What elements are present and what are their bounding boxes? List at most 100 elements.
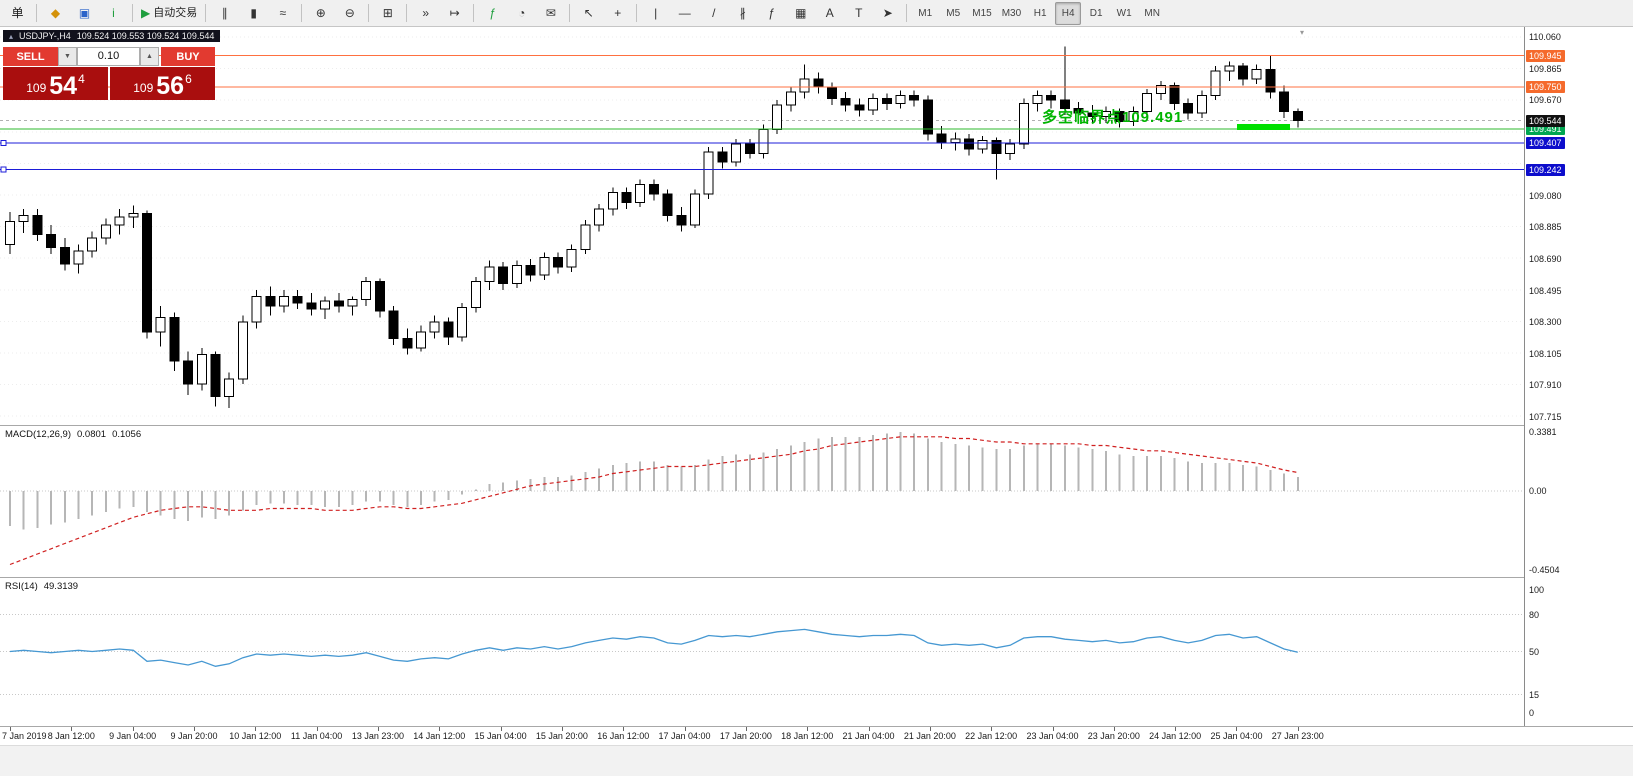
rsi-name: RSI(14) (5, 581, 38, 592)
horizontal-line-button[interactable]: — (671, 2, 698, 25)
channel-icon: ∦ (739, 6, 746, 20)
bid-price-display[interactable]: 109 54 4 (3, 67, 108, 100)
toolbar-separator (132, 4, 133, 22)
shapes-button[interactable]: ▦ (787, 2, 814, 25)
timeframe-mn-button[interactable]: MN (1144, 7, 1160, 19)
alerts-button[interactable]: ✉ (537, 2, 564, 25)
market-watch-button[interactable]: ▣ (71, 2, 98, 25)
timeframe-m5-button[interactable]: M5 (946, 7, 961, 19)
timeframe-h4-button[interactable]: H4 (1055, 1, 1082, 25)
main-toolbar: 单 ◆ ▣ i ▶ 自动交易 ∥ ▮ ≈ ⊕ ⊖ ⊞ » ↦ ƒ ◔ ✉ ↖ + | — / ∦ ƒ ▦ A T ➤ M1 M5 M15 M3… (0, 0, 1633, 27)
cursor-icon: ↖ (583, 6, 594, 20)
vertical-line-icon: | (654, 6, 658, 20)
macd-value-main: 0.0801 (77, 429, 107, 440)
time-axis-label: 7 Jan 2019 (2, 731, 47, 741)
time-axis-tick (10, 727, 11, 731)
tile-windows-button[interactable]: ⊞ (374, 2, 401, 25)
label-button[interactable]: T (845, 2, 872, 25)
toolbar-separator (569, 4, 571, 22)
line-chart-button[interactable]: ≈ (269, 2, 296, 25)
time-axis-label: 15 Jan 20:00 (535, 731, 588, 741)
price-axis-badge: 109.750 (1526, 81, 1565, 94)
volume-input[interactable]: 0.10 (77, 47, 140, 66)
time-axis-tick (746, 727, 747, 731)
time-axis-label: 17 Jan 04:00 (658, 731, 711, 741)
tile-windows-icon: ⊞ (382, 6, 393, 20)
zoom-out-button[interactable]: ⊖ (336, 2, 363, 25)
timeframe-w1-button[interactable]: W1 (1116, 7, 1132, 19)
timeframe-m1-button[interactable]: M1 (918, 7, 933, 19)
macd-value-signal: 0.1056 (112, 429, 142, 440)
axis-label: 15 (1529, 689, 1540, 700)
time-axis[interactable]: 7 Jan 2019 8 Jan 12:00 9 Jan 04:00 9 Jan 20… (0, 727, 1633, 745)
chart-shift-button[interactable]: ↦ (441, 2, 468, 25)
timeframe-d1-button[interactable]: D1 (1089, 7, 1103, 19)
axis-label: 108.300 (1529, 317, 1562, 328)
volume-up-button[interactable]: ▲ (140, 47, 159, 66)
timeframe-h1-button[interactable]: H1 (1033, 7, 1047, 19)
volume-down-button[interactable]: ▼ (58, 47, 77, 66)
axis-label: 107.715 (1529, 412, 1562, 422)
label-icon: T (855, 6, 863, 20)
sell-button[interactable]: SELL (3, 47, 58, 66)
pane-separator[interactable] (0, 425, 1633, 426)
rsi-pane[interactable] (0, 578, 1524, 726)
axis-label: 0.3381 (1529, 426, 1557, 437)
timeframe-m30-button[interactable]: M30 (1001, 7, 1022, 19)
ask-sup-digit: 6 (185, 72, 192, 86)
channel-button[interactable]: ∦ (729, 2, 756, 25)
axis-label: 0 (1529, 708, 1535, 718)
periods-button[interactable]: ◔ (508, 2, 535, 25)
time-axis-tick (991, 727, 992, 731)
time-axis-label: 21 Jan 20:00 (903, 731, 956, 741)
macd-pane[interactable] (0, 426, 1524, 577)
auto-scroll-button[interactable]: » (412, 2, 439, 25)
time-axis-label: 9 Jan 20:00 (170, 731, 218, 741)
zoom-in-button[interactable]: ⊕ (307, 2, 334, 25)
vertical-line-button[interactable]: | (642, 2, 669, 25)
text-button[interactable]: A (816, 2, 843, 25)
data-window-icon: i (112, 6, 115, 20)
indicators-button[interactable]: ƒ (479, 2, 506, 25)
time-axis-tick (317, 727, 318, 731)
bid-prefix: 109 (26, 81, 47, 96)
time-axis-tick (562, 727, 563, 731)
pane-separator[interactable] (0, 577, 1633, 578)
data-window-button[interactable]: i (100, 2, 127, 25)
bid-big-digits: 54 (49, 71, 78, 100)
trendline-button[interactable]: / (700, 2, 727, 25)
bar-chart-button[interactable]: ∥ (211, 2, 238, 25)
toolbar-separator (406, 4, 408, 22)
trendline-icon: / (712, 6, 716, 20)
candlestick-chart-button[interactable]: ▮ (240, 2, 267, 25)
crosshair-button[interactable]: + (604, 2, 631, 25)
chart-shift-marker-icon[interactable]: ▾ (1300, 28, 1305, 37)
time-axis-label: 10 Jan 12:00 (229, 731, 282, 741)
timeframe-m15-button[interactable]: M15 (972, 7, 992, 19)
arrows-icon: ➤ (882, 6, 893, 20)
price-chart-pane[interactable] (0, 27, 1524, 425)
axis-label: 107.910 (1529, 380, 1562, 391)
axis-label: 108.690 (1529, 254, 1562, 264)
market-watch-icon: ▣ (78, 6, 91, 20)
time-axis-tick (807, 727, 808, 731)
bid-sup-digit: 4 (78, 72, 85, 86)
toolbar-separator (473, 4, 475, 22)
time-axis-label: 17 Jan 20:00 (719, 731, 772, 741)
arrows-button[interactable]: ➤ (874, 2, 901, 25)
cursor-button[interactable]: ↖ (575, 2, 602, 25)
ohlc-values: 109.524 109.553 109.524 109.544 (76, 31, 215, 41)
symbols-button[interactable]: ◆ (42, 2, 69, 25)
time-axis-tick (378, 727, 379, 731)
axis-label: 110.060 (1529, 32, 1561, 42)
ask-price-display[interactable]: 109 56 6 (110, 67, 215, 100)
autotrading-button[interactable]: ▶ 自动交易 (138, 2, 200, 25)
price-axis[interactable]: 110.060 109.865 109.670 109.080 108.885 108.6… (1524, 27, 1633, 726)
alerts-icon: ✉ (545, 6, 556, 20)
buy-button[interactable]: BUY (161, 47, 215, 66)
fibonacci-button[interactable]: ƒ (758, 2, 785, 25)
time-axis-tick (133, 727, 134, 731)
new-order-button[interactable]: 单 (4, 2, 31, 25)
chart-menu-triangle-icon[interactable]: ▴ (9, 31, 14, 41)
